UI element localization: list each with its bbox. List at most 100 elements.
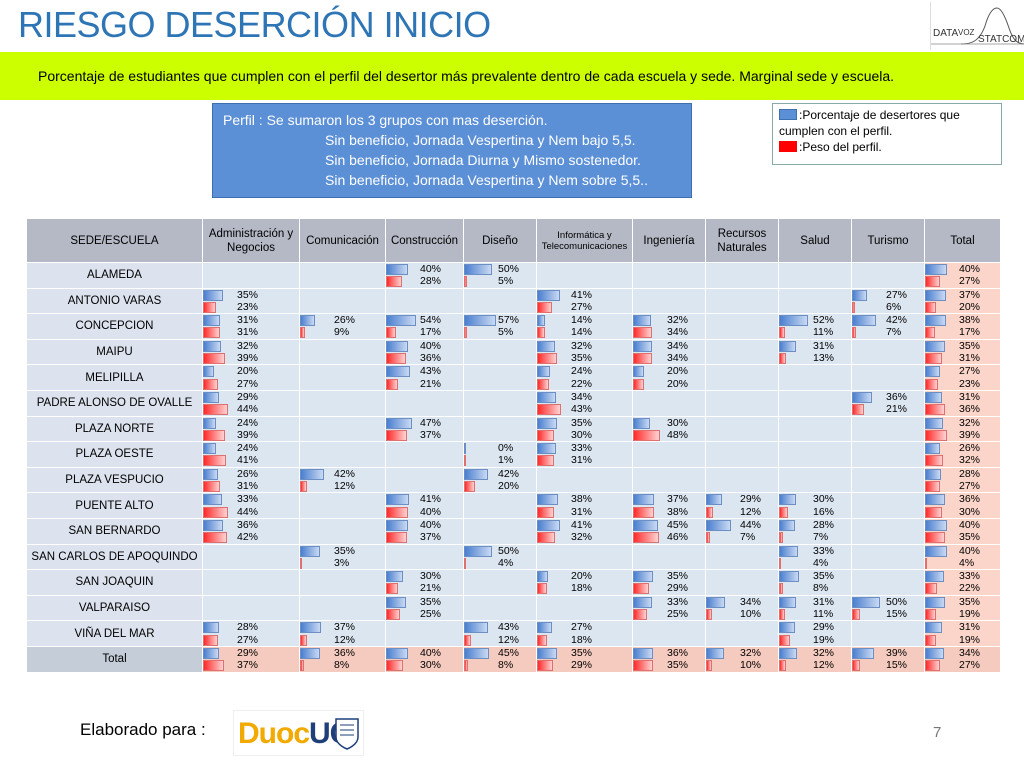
data-cell: 36% <box>924 492 1001 506</box>
data-cell <box>851 480 925 493</box>
data-cell: 31% <box>924 389 1001 404</box>
profile-percent-value: 32% <box>813 646 835 659</box>
profile-percent-value: 29% <box>813 621 835 634</box>
profile-weight-bar <box>386 276 402 288</box>
data-cell: 14% <box>536 313 633 327</box>
data-cell <box>299 505 386 519</box>
data-cell <box>536 594 633 609</box>
table-row: 28% 5% 27% <box>27 275 1001 289</box>
data-cell <box>851 338 925 353</box>
data-cell <box>385 300 464 314</box>
data-cell <box>705 415 779 429</box>
data-cell: 29% <box>202 389 300 404</box>
data-cell: 35% <box>536 645 633 660</box>
profile-weight-bar <box>203 378 218 390</box>
profile-weight-value: 3% <box>334 556 350 569</box>
profile-weight-bar <box>779 353 786 365</box>
sede-name-cell: Total <box>26 645 203 673</box>
data-cell <box>705 556 779 570</box>
data-cell: 30% <box>385 569 464 583</box>
data-cell <box>632 454 706 468</box>
profile-percent-bar <box>925 494 945 506</box>
profile-weight-bar <box>386 583 398 595</box>
profile-percent-bar <box>537 366 550 378</box>
data-cell <box>385 454 464 468</box>
data-cell: 21% <box>851 403 925 417</box>
data-cell <box>778 480 852 493</box>
profile-percent-bar <box>633 340 652 352</box>
profile-weight-value: 21% <box>420 377 442 390</box>
page-title: RIESGO DESERCIÓN INICIO <box>18 4 491 45</box>
profile-weight-bar <box>633 660 653 672</box>
profile-percent-value: 20% <box>237 365 259 378</box>
profile-percent-bar <box>852 391 872 403</box>
data-cell: 37% <box>299 620 386 634</box>
profile-weight-value: 27% <box>237 633 259 646</box>
data-cell <box>536 262 633 276</box>
profile-percent-value: 24% <box>237 416 259 429</box>
profile-weight-bar <box>925 378 938 390</box>
profile-percent-value: 40% <box>420 339 442 352</box>
profile-percent-bar <box>537 622 552 634</box>
data-cell: 31% <box>202 313 300 327</box>
data-cell <box>299 364 386 378</box>
profile-weight-value: 6% <box>886 300 902 313</box>
profile-percent-bar <box>386 264 408 275</box>
data-cell <box>299 492 386 506</box>
data-cell: 35% <box>924 594 1001 609</box>
profile-weight-bar <box>852 301 855 313</box>
profile-percent-bar <box>925 417 943 429</box>
profile-box: Perfil : Se sumaron los 3 grupos con mas… <box>212 103 692 198</box>
data-cell <box>299 275 386 289</box>
data-cell <box>299 352 386 365</box>
data-cell <box>778 300 852 314</box>
data-cell: 20% <box>536 569 633 583</box>
data-cell: 43% <box>536 403 633 417</box>
profile-weight-bar <box>633 506 654 518</box>
profile-weight-value: 16% <box>813 505 835 518</box>
table-row: PLAZA NORTE 24% 47% 35% 30% 32% <box>26 415 1001 443</box>
table-header-row: SEDE/ESCUELA Administración y Negocios Com… <box>26 218 1001 263</box>
profile-weight-value: 22% <box>571 377 593 390</box>
red-swatch-icon <box>779 141 797 152</box>
table-row: 42% 37% 32% 46% 7% 7% 35% <box>27 531 1001 545</box>
data-cell: 28% <box>924 466 1001 481</box>
profile-percent-value: 29% <box>237 646 259 659</box>
data-cell: 22% <box>536 377 633 391</box>
data-cell <box>851 505 925 519</box>
logo-curve-icon <box>931 7 1024 45</box>
profile-weight-value: 39% <box>237 428 259 441</box>
data-cell <box>536 608 633 621</box>
profile-weight-bar <box>464 455 466 467</box>
profile-weight-value: 21% <box>420 582 442 595</box>
data-cell <box>299 441 386 455</box>
data-cell: 40% <box>924 543 1001 557</box>
data-cell: 31% <box>536 505 633 519</box>
data-cell: 21% <box>385 582 464 596</box>
data-cell: 11% <box>778 608 852 621</box>
legend-red-label: :Peso del perfil. <box>799 140 882 154</box>
sede-name-cell: MELIPILLA <box>26 364 203 391</box>
profile-percent-value: 57% <box>498 314 520 327</box>
data-cell <box>705 364 779 378</box>
data-cell: 37% <box>924 287 1001 301</box>
data-cell <box>705 428 779 442</box>
table-row: 41% 1% 31% 32% <box>27 454 1001 468</box>
data-cell <box>632 389 706 404</box>
profile-percent-bar <box>925 571 944 583</box>
profile-percent-value: 29% <box>237 390 259 403</box>
data-cell: 8% <box>299 659 386 672</box>
profile-weight-value: 7% <box>740 531 756 544</box>
profile-percent-bar <box>203 494 222 506</box>
profile-weight-value: 30% <box>571 428 593 441</box>
profile-percent-value: 36% <box>886 390 908 403</box>
profile-percent-bar <box>203 391 219 403</box>
data-cell: 17% <box>924 326 1001 340</box>
data-cell <box>705 582 779 596</box>
profile-weight-bar <box>203 327 220 339</box>
data-cell <box>299 454 386 468</box>
data-cell: 35% <box>924 531 1001 545</box>
profile-percent-value: 14% <box>571 314 593 327</box>
data-cell: 12% <box>463 633 537 647</box>
profile-percent-bar <box>779 494 796 506</box>
